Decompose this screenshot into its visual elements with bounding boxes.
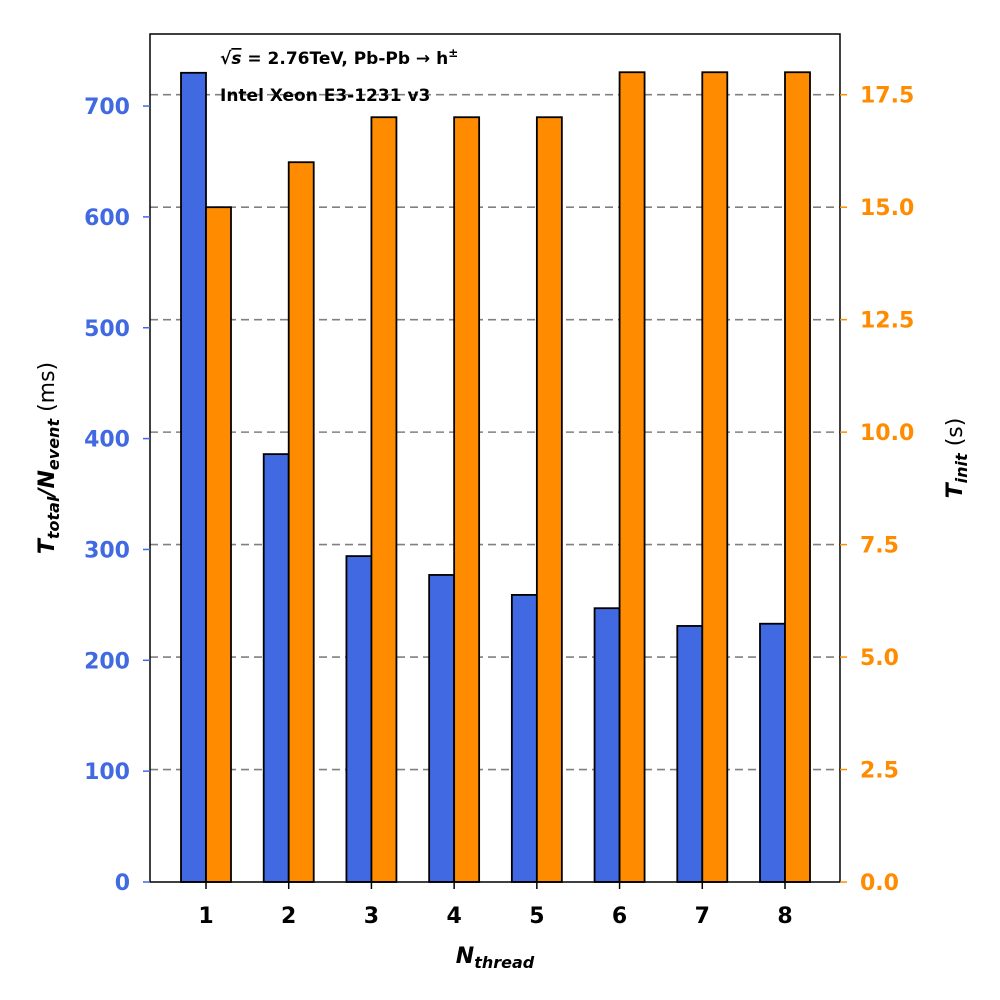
annotation-line2: Intel Xeon E3-1231 v3: [220, 86, 430, 106]
y-left-tick-label-500: 500: [84, 317, 130, 342]
y-left-tick-label-0: 0: [115, 871, 130, 896]
bar-left-series-2: [262, 453, 290, 883]
bar-right-series-6: [618, 71, 646, 883]
bar-left-series-7: [676, 625, 704, 883]
bar-left-series-8: [759, 622, 786, 883]
x-tick-label-1: 1: [198, 904, 213, 929]
y-left-tick-label-200: 200: [84, 649, 130, 674]
x-axis-title: Nthread: [456, 944, 535, 972]
y-axis-left-title: Ttotal/Nevent (ms): [35, 362, 63, 554]
x-tick-label-5: 5: [529, 904, 544, 929]
bar-right-series-3: [370, 116, 398, 883]
y-right-tick-label-12.5: 12.5: [860, 309, 914, 334]
bar-left-series-3: [345, 555, 373, 883]
y-left-tick-label-100: 100: [84, 760, 130, 785]
y-right-tick-label-15.0: 15.0: [860, 196, 914, 221]
x-tick-label-2: 2: [281, 904, 296, 929]
bar-layer: [180, 71, 811, 883]
y-left-tick-label-300: 300: [84, 538, 130, 563]
y-right-tick-label-7.5: 7.5: [860, 534, 899, 559]
grid-layer: [150, 93, 840, 771]
x-tick-label-7: 7: [695, 904, 710, 929]
y-right-tick-label-17.5: 17.5: [860, 84, 914, 109]
bar-right-series-8: [784, 71, 811, 883]
bar-left-series-6: [593, 607, 621, 883]
bar-left-series-4: [428, 574, 456, 883]
y-left-tick-label-600: 600: [84, 206, 130, 231]
bar-right-series-4: [453, 116, 481, 883]
plot-frame: [149, 33, 841, 883]
y-left-tick-label-400: 400: [84, 428, 130, 453]
y-axis-right-title: Tinit (s): [943, 418, 971, 499]
bar-right-series-7: [701, 71, 729, 883]
x-tick-label-3: 3: [364, 904, 379, 929]
x-tick-label-4: 4: [446, 904, 461, 929]
bar-right-series-5: [535, 116, 563, 883]
bar-right-series-1: [205, 206, 232, 883]
y-left-tick-label-700: 700: [84, 95, 130, 120]
annotation-line1: √s = 2.76TeV, Pb-Pb → h±: [220, 46, 458, 69]
tick-layer: 1 2 3 4 5 6 7 8 0 100 200 300 400 500 600 700 0.0 2.5 5.0 7…: [84, 84, 914, 929]
bar-left-series-5: [510, 593, 538, 883]
bar-left-series-1: [180, 71, 207, 883]
y-right-tick-label-5.0: 5.0: [860, 646, 899, 671]
x-tick-label-6: 6: [612, 904, 627, 929]
y-right-tick-label-2.5: 2.5: [860, 759, 899, 784]
bar-right-series-2: [287, 161, 315, 883]
y-right-tick-label-10.0: 10.0: [860, 421, 914, 446]
x-tick-label-8: 8: [777, 904, 792, 929]
y-right-tick-label-0.0: 0.0: [860, 871, 899, 896]
